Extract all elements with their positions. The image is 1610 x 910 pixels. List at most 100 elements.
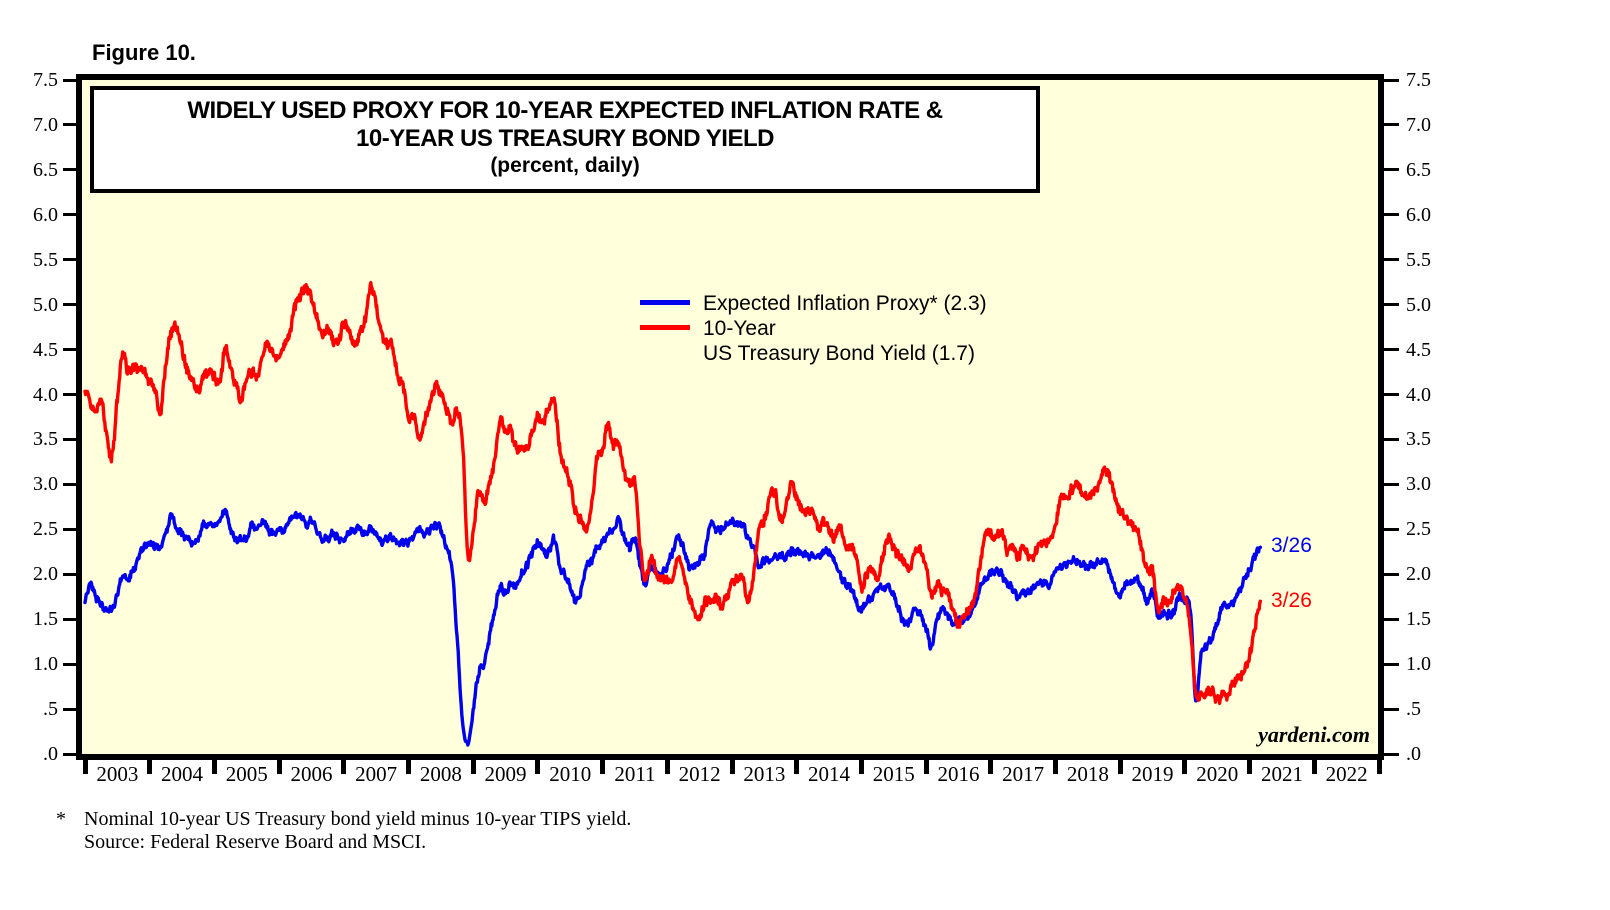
footnote: * Nominal 10-year US Treasury bond yield… — [56, 808, 631, 854]
y-tick-label-left: 2.0 — [33, 563, 58, 586]
y-tick — [1382, 752, 1399, 756]
y-tick — [63, 168, 80, 172]
y-tick-label-left: 4.0 — [33, 383, 58, 406]
chart-title-subtitle: (percent, daily) — [490, 154, 640, 177]
x-tick-label: 2012 — [678, 762, 721, 786]
y-tick-label-right: 7.5 — [1406, 69, 1431, 91]
y-tick-label-left: 2.5 — [33, 518, 58, 541]
y-tick-label-left: 1.5 — [33, 608, 58, 631]
x-tick-label: 2016 — [937, 762, 980, 786]
y-tick — [63, 258, 80, 262]
x-tick-label: 2015 — [872, 762, 915, 786]
legend-label-line2: US Treasury Bond Yield (1.7) — [703, 342, 975, 365]
x-tick-label: 2019 — [1131, 762, 1174, 786]
series-line-expected-inflation-proxy — [83, 507, 1263, 747]
x-tick — [923, 755, 929, 774]
x-tick — [82, 755, 88, 774]
legend-label: 10-Year US Treasury Bond Yield (1.7) — [703, 316, 975, 366]
y-tick-label-left: .5 — [43, 698, 58, 721]
y-tick-label-right: 7.0 — [1406, 113, 1431, 136]
y-tick-label-right: 6.5 — [1406, 158, 1431, 181]
legend-swatch-red-line — [640, 325, 690, 330]
y-tick — [63, 752, 80, 756]
y-tick-label-right: 1.0 — [1406, 653, 1431, 676]
y-tick — [1382, 303, 1399, 307]
y-tick — [1382, 393, 1399, 397]
y-tick-label-left: 1.0 — [33, 653, 58, 676]
chart-title-box: WIDELY USED PROXY FOR 10-YEAR EXPECTED I… — [90, 86, 1040, 193]
footnote-line2: Source: Federal Reserve Board and MSCI. — [84, 831, 427, 853]
y-tick-label-right: 3.5 — [1406, 428, 1431, 451]
y-tick-label-left: 5.0 — [33, 293, 58, 316]
y-tick — [63, 78, 80, 82]
y-tick — [1382, 662, 1399, 666]
y-tick — [63, 123, 80, 127]
footnote-asterisk: * — [56, 808, 66, 830]
y-tick-label-right: 2.5 — [1406, 518, 1431, 541]
x-tick-label: 2018 — [1066, 762, 1109, 786]
y-tick-label-right: 6.0 — [1406, 203, 1431, 226]
x-tick — [794, 755, 800, 774]
legend-swatch-blue-line — [640, 300, 690, 305]
x-tick — [1182, 755, 1188, 774]
y-tick — [63, 572, 80, 576]
y-tick-label-left: 6.5 — [33, 158, 58, 181]
chart-title-line2: 10-YEAR US TREASURY BOND YIELD — [356, 125, 774, 152]
y-tick — [63, 662, 80, 666]
y-tick-label-right: 5.5 — [1406, 248, 1431, 271]
legend-item-treasury-yield: 10-Year US Treasury Bond Yield (1.7) — [640, 316, 987, 366]
y-tick — [63, 303, 80, 307]
y-tick — [63, 348, 80, 352]
x-tick-label: 2009 — [484, 762, 527, 786]
x-tick — [211, 755, 217, 774]
x-tick — [1311, 755, 1317, 774]
y-tick-label-left: 6.0 — [33, 203, 58, 226]
x-tick — [147, 755, 153, 774]
y-tick — [63, 617, 80, 621]
y-tick — [1382, 348, 1399, 352]
x-tick-label: 2010 — [549, 762, 592, 786]
chart-title-line1: WIDELY USED PROXY FOR 10-YEAR EXPECTED I… — [187, 97, 943, 124]
y-tick — [63, 527, 80, 531]
x-tick — [1247, 755, 1253, 774]
legend-label: Expected Inflation Proxy* (2.3) — [703, 292, 987, 315]
x-tick-label: 2003 — [96, 762, 139, 786]
y-tick — [63, 437, 80, 441]
y-tick — [63, 707, 80, 711]
x-tick — [1117, 755, 1123, 774]
y-tick-label-right: 2.0 — [1406, 563, 1431, 586]
y-tick-label-right: 1.5 — [1406, 608, 1431, 631]
legend-label-line1: 10-Year — [703, 317, 776, 340]
y-tick — [1382, 78, 1399, 82]
y-tick — [63, 393, 80, 397]
legend: Expected Inflation Proxy* (2.3) 10-Year … — [640, 291, 987, 366]
y-tick-label-left: 7.0 — [33, 113, 58, 136]
x-tick-label: 2007 — [355, 762, 398, 786]
x-tick-label: 2020 — [1196, 762, 1239, 786]
x-tick-label: 2005 — [225, 762, 268, 786]
x-tick-label: 2022 — [1325, 762, 1368, 786]
x-tick — [858, 755, 864, 774]
y-tick-label-left: 7.5 — [33, 69, 58, 91]
watermark: yardeni.com — [1258, 722, 1370, 747]
y-tick-label-left: 4.5 — [33, 338, 58, 361]
x-tick — [729, 755, 735, 774]
x-tick — [988, 755, 994, 774]
y-tick — [1382, 437, 1399, 441]
x-tick-label: 2017 — [1002, 762, 1045, 786]
x-tick-label: 2014 — [808, 762, 851, 786]
x-tick — [1053, 755, 1058, 774]
x-tick — [276, 755, 282, 774]
x-tick — [535, 755, 541, 774]
y-tick — [1382, 527, 1399, 531]
y-tick-label-left: 3.0 — [33, 473, 58, 496]
y-tick — [63, 482, 80, 486]
legend-item-expected-inflation-proxy: Expected Inflation Proxy* (2.3) — [640, 291, 987, 316]
x-tick-label: 2011 — [614, 762, 656, 786]
x-tick — [664, 755, 670, 774]
y-tick — [1382, 617, 1399, 621]
y-tick — [1382, 258, 1399, 262]
x-tick — [341, 755, 347, 774]
